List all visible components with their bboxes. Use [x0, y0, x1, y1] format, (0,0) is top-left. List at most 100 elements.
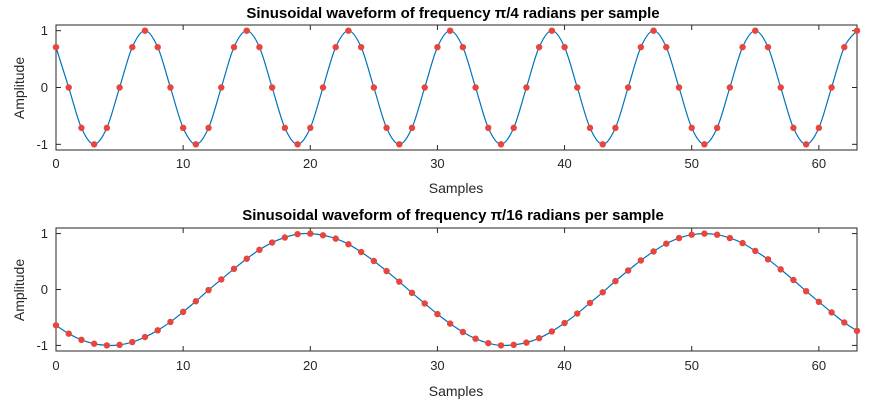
x-tick-label: 20: [303, 358, 317, 373]
data-point: [357, 248, 365, 256]
data-point: [523, 339, 530, 346]
data-point: [574, 84, 581, 91]
data-point: [256, 246, 263, 254]
data-point: [52, 322, 60, 329]
data-point: [408, 124, 416, 132]
data-point: [561, 43, 568, 51]
data-point: [90, 340, 98, 347]
y-tick-label: -1: [36, 137, 48, 152]
data-point: [90, 141, 98, 148]
data-point: [701, 141, 708, 148]
data-point: [726, 84, 734, 91]
data-point: [688, 231, 695, 238]
data-point: [815, 298, 823, 305]
data-point: [205, 124, 212, 132]
x-tick-labels: 0 10 20 30 40 50 60: [52, 156, 826, 171]
chart-title: Sinusoidal waveform of frequency π/16 ra…: [242, 207, 664, 224]
y-tick-label: 0: [41, 282, 48, 297]
data-point: [764, 43, 772, 51]
data-point: [307, 124, 314, 132]
data-point: [764, 256, 772, 263]
y-tick-label: 0: [41, 80, 48, 95]
data-point: [561, 319, 568, 327]
data-point: [853, 327, 861, 335]
data-point: [230, 265, 238, 273]
data-point: [230, 43, 238, 51]
data-point: [752, 27, 759, 34]
data-point: [485, 124, 492, 132]
data-point: [650, 27, 657, 34]
data-point: [497, 342, 505, 349]
data-point: [116, 341, 123, 349]
data-point: [243, 255, 250, 262]
data-point: [179, 124, 187, 132]
series-markers: [52, 230, 861, 349]
data-point: [637, 43, 645, 51]
y-tick-label: 1: [41, 226, 48, 241]
data-point: [52, 43, 60, 51]
x-axis-label: Samples: [429, 383, 483, 399]
data-point: [332, 235, 339, 242]
plot-area: [55, 24, 858, 151]
data-point: [421, 300, 428, 307]
data-point: [510, 124, 517, 132]
data-point: [332, 43, 339, 51]
data-point: [713, 124, 721, 132]
y-tick-label: -1: [36, 338, 48, 353]
data-point: [434, 310, 441, 318]
data-point: [624, 267, 632, 274]
data-point: [192, 298, 200, 305]
data-point: [535, 334, 543, 342]
data-point: [357, 43, 365, 51]
data-point: [268, 84, 276, 91]
data-point: [841, 43, 848, 51]
y-axis-label: Amplitude: [11, 259, 27, 321]
x-axis-label: Samples: [429, 180, 483, 196]
tick-marks: [55, 25, 857, 150]
data-point: [459, 43, 467, 51]
data-point: [612, 124, 619, 132]
data-point: [218, 84, 225, 91]
data-point: [663, 240, 670, 247]
x-tick-label: 40: [557, 358, 571, 373]
data-point: [624, 84, 632, 91]
data-point: [586, 124, 594, 132]
data-point: [129, 338, 136, 346]
data-point: [268, 239, 276, 246]
x-tick-label: 60: [812, 156, 826, 171]
data-point: [752, 247, 759, 255]
data-point: [675, 84, 683, 91]
data-point: [256, 43, 263, 51]
data-point: [459, 328, 467, 336]
data-point: [383, 267, 390, 275]
y-tick-label: 1: [41, 23, 48, 38]
data-point: [815, 124, 823, 132]
data-point: [841, 319, 848, 326]
data-point: [408, 289, 416, 297]
data-point: [192, 141, 200, 148]
data-point: [828, 84, 835, 91]
data-point: [853, 27, 861, 34]
data-point: [828, 309, 835, 316]
data-point: [65, 330, 72, 337]
data-point: [612, 277, 619, 285]
series-markers: [52, 27, 861, 148]
data-point: [421, 84, 428, 91]
data-point: [510, 341, 517, 349]
x-tick-label: 40: [557, 156, 571, 171]
data-point: [739, 239, 746, 247]
data-point: [599, 141, 606, 148]
data-point: [78, 336, 85, 344]
data-point: [396, 141, 403, 148]
data-point: [472, 84, 479, 91]
data-point: [726, 234, 734, 242]
data-point: [383, 124, 390, 132]
x-tick-label: 0: [52, 358, 59, 373]
data-point: [663, 43, 670, 51]
x-tick-label: 10: [176, 156, 190, 171]
data-point: [446, 320, 454, 327]
data-point: [141, 333, 149, 341]
data-point: [345, 241, 352, 248]
data-point: [523, 84, 530, 91]
